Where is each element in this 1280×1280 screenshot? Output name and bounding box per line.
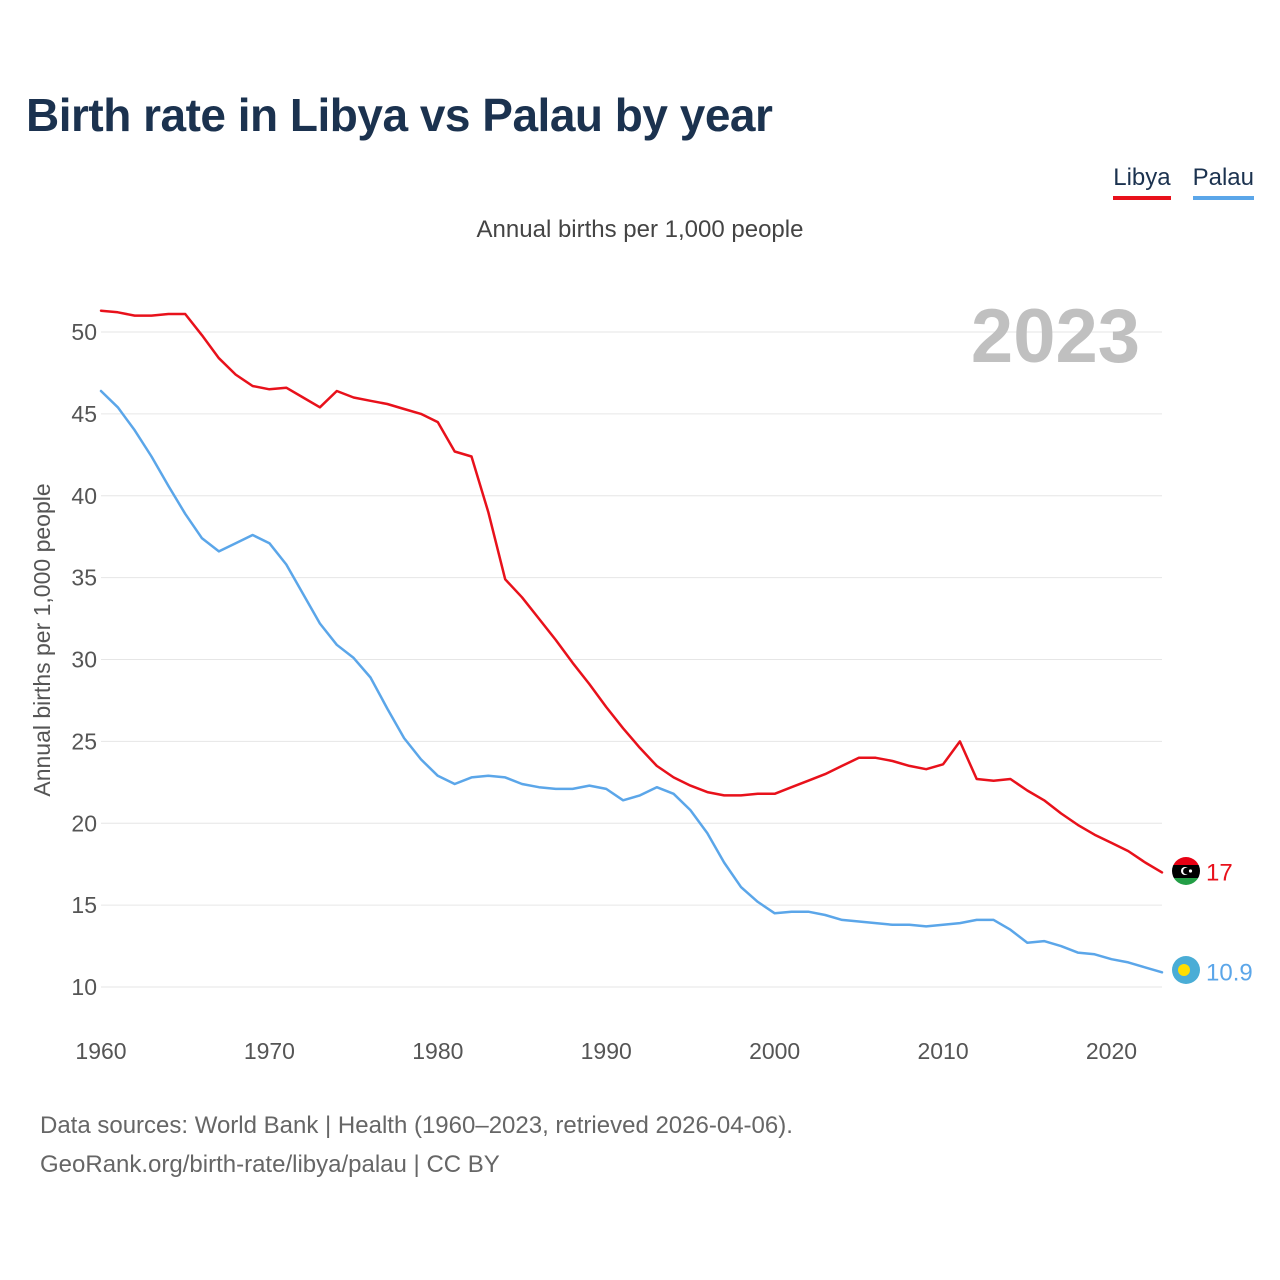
- year-label: 2023: [971, 294, 1140, 379]
- source-note: Data sources: World Bank | Health (1960–…: [40, 1106, 793, 1184]
- x-tick-label: 2010: [917, 1038, 968, 1064]
- libya-flag-icon: [1172, 857, 1200, 885]
- end-label-palau: 10.9: [1206, 959, 1253, 986]
- y-tick-label: 35: [71, 565, 97, 591]
- series-lines: [99, 309, 1164, 974]
- y-tick-label: 10: [71, 974, 97, 1000]
- y-axis-label: Annual births per 1,000 people: [29, 483, 55, 796]
- x-tick-label: 1990: [581, 1038, 632, 1064]
- chart-title: Birth rate in Libya vs Palau by year: [26, 89, 773, 141]
- x-axis-ticks: 1960 1970 1980 1990 2000 2010 2020: [75, 1038, 1137, 1064]
- y-tick-label: 20: [71, 810, 97, 836]
- end-labels: 17 10.9: [1206, 859, 1253, 986]
- y-tick-label: 40: [71, 483, 97, 509]
- y-axis-ticks: 10 15 20 25 30 35 40 45 50: [71, 319, 97, 1000]
- y-tick-label: 15: [71, 892, 97, 918]
- x-tick-label: 1970: [244, 1038, 295, 1064]
- x-tick-label: 2020: [1086, 1038, 1137, 1064]
- x-tick-label: 2000: [749, 1038, 800, 1064]
- y-tick-label: 45: [71, 401, 97, 427]
- source-line: Data sources: World Bank | Health (1960–…: [40, 1112, 793, 1139]
- legend-item-palau[interactable]: Palau: [1192, 164, 1254, 200]
- source-url: GeoRank.org/birth-rate/libya/palau | CC …: [40, 1151, 500, 1178]
- x-tick-label: 1960: [75, 1038, 126, 1064]
- y-tick-label: 30: [71, 647, 97, 673]
- line-chart: 2023 10 15 20 25 30 35 40 45 50 1960 1970 1980 1990…: [29, 294, 1253, 1064]
- chart-subtitle: Annual births per 1,000 people: [476, 216, 804, 243]
- x-tick-label: 1980: [412, 1038, 463, 1064]
- gridlines: [101, 331, 1162, 988]
- end-label-libya: 17: [1206, 859, 1233, 886]
- y-tick-label: 25: [71, 728, 97, 754]
- y-tick-label: 50: [71, 319, 97, 345]
- legend-item-libya[interactable]: Libya: [1113, 164, 1171, 200]
- palau-flag-icon: [1172, 956, 1200, 984]
- legend: Libya Palau: [1113, 164, 1254, 200]
- series-line-libya: [99, 309, 1164, 874]
- series-line-palau: [99, 389, 1164, 974]
